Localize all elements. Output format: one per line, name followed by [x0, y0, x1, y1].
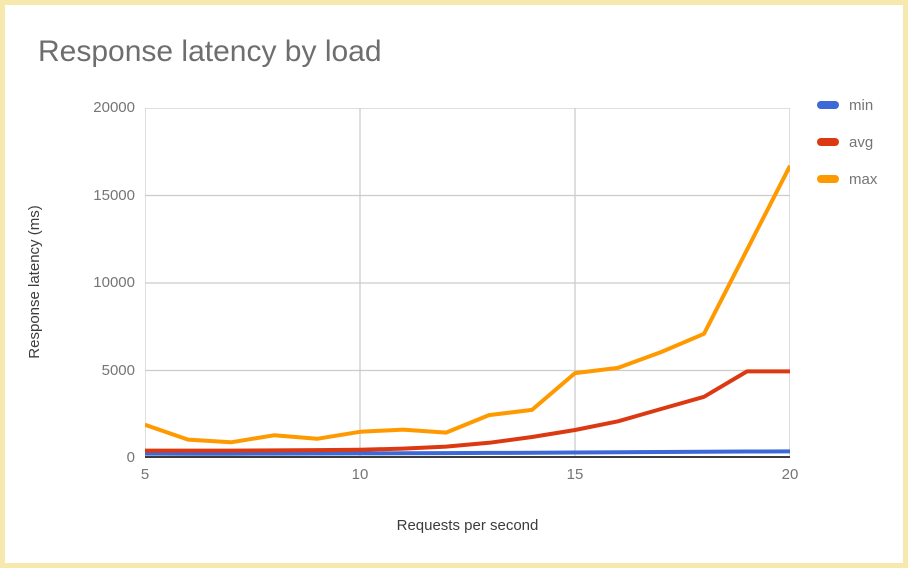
chart-title: Response latency by load: [38, 35, 382, 68]
x-tick-label-15: 15: [566, 466, 584, 483]
y-tick-label-20000: 20000: [93, 99, 135, 116]
legend-swatch-min-icon: [817, 101, 839, 109]
legend-item-avg[interactable]: avg: [817, 133, 877, 151]
series-line-min[interactable]: [145, 449, 790, 456]
legend-label-avg: avg: [849, 133, 874, 151]
legend-swatch-avg-icon: [817, 138, 839, 146]
y-axis-title: Response latency (ms): [26, 205, 43, 359]
y-tick-label-0: 0: [126, 449, 135, 466]
series-line-max[interactable]: [145, 164, 790, 445]
series-line-avg[interactable]: [145, 369, 790, 453]
x-tick-label-10: 10: [351, 466, 369, 483]
legend-item-min[interactable]: min: [817, 96, 877, 114]
y-tick-label-15000: 15000: [93, 186, 135, 204]
legend-swatch-max-icon: [817, 175, 839, 183]
x-tick-label-20: 20: [781, 466, 799, 483]
legend-label-max: max: [849, 170, 878, 188]
y-tick-label-5000: 5000: [101, 361, 135, 379]
x-axis-title: Requests per second: [396, 517, 539, 534]
legend: min avg max: [817, 96, 878, 188]
plot-area[interactable]: [145, 108, 790, 458]
legend-item-max[interactable]: max: [817, 170, 878, 188]
x-tick-label-5: 5: [140, 466, 150, 483]
legend-label-min: min: [849, 96, 874, 114]
y-tick-label-10000: 10000: [93, 274, 135, 291]
